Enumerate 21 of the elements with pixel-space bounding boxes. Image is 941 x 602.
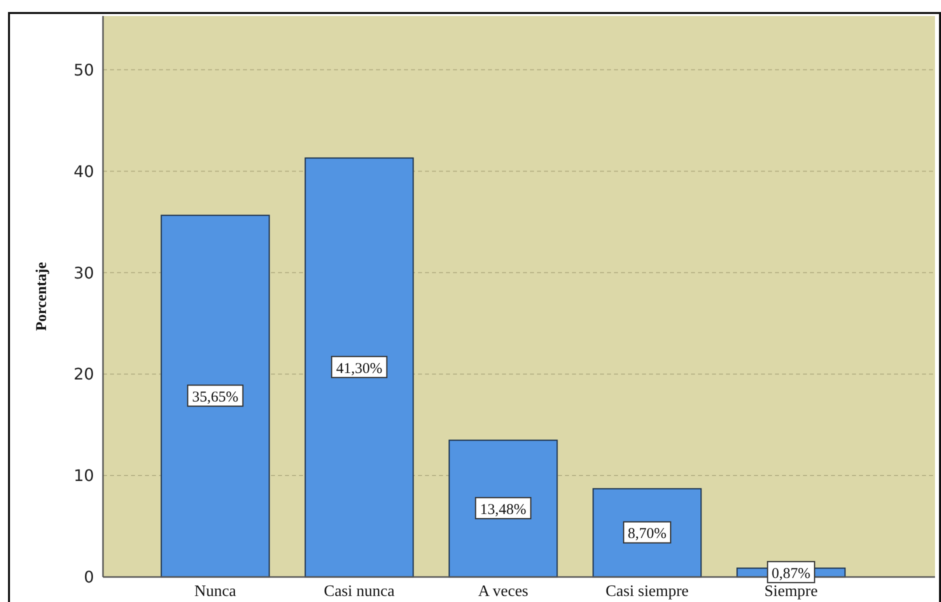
data-label: 13,48%	[480, 502, 526, 518]
data-label: 8,70%	[628, 526, 666, 542]
bar	[160, 214, 270, 578]
x-tick-label: Nunca	[194, 583, 236, 600]
y-tick-label: 10	[74, 466, 94, 486]
data-label: 0,87%	[772, 566, 810, 582]
y-tick-label: 40	[74, 162, 94, 181]
x-tick-label: A veces	[478, 583, 528, 600]
bar	[592, 488, 702, 578]
y-tick-label: 20	[74, 364, 94, 384]
y-tick-label: 30	[74, 263, 94, 282]
x-tick-label: Siempre	[764, 583, 818, 600]
y-tick-label: 0	[84, 568, 94, 587]
data-label: 41,30%	[336, 360, 382, 377]
data-label: 35,65%	[192, 389, 238, 406]
x-tick-label: Casi nunca	[324, 583, 395, 600]
x-tick-label: Casi siempre	[606, 583, 689, 600]
y-tick-label: 50	[74, 60, 94, 80]
y-axis-title: Porcentaje	[34, 262, 50, 331]
bar	[304, 157, 414, 578]
bar	[448, 440, 558, 578]
